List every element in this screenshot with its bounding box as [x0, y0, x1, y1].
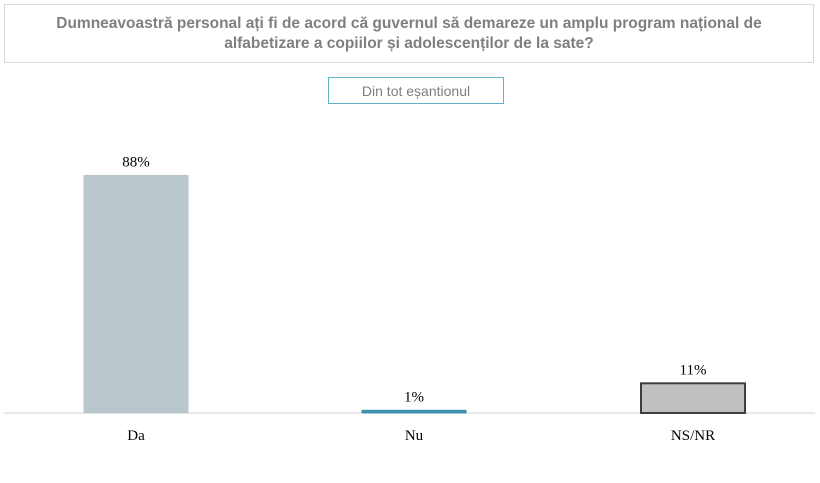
category-label: Nu [405, 428, 424, 444]
chart-title-box: Dumneavoastră personal ați fi de acord c… [4, 4, 814, 63]
subset-label-box: Din tot eșantionul [328, 77, 504, 104]
subset-label: Din tot eșantionul [361, 82, 471, 99]
bar-ns-nr [640, 382, 746, 414]
value-label: 11% [680, 362, 707, 378]
value-label: 1% [404, 389, 424, 405]
category-label: NS/NR [671, 428, 715, 444]
value-label: 88% [122, 154, 150, 170]
bar-nu [361, 409, 467, 414]
chart-title: Dumneavoastră personal ați fi de acord c… [56, 14, 762, 52]
category-label: Da [127, 428, 145, 444]
bar-da [83, 174, 189, 414]
